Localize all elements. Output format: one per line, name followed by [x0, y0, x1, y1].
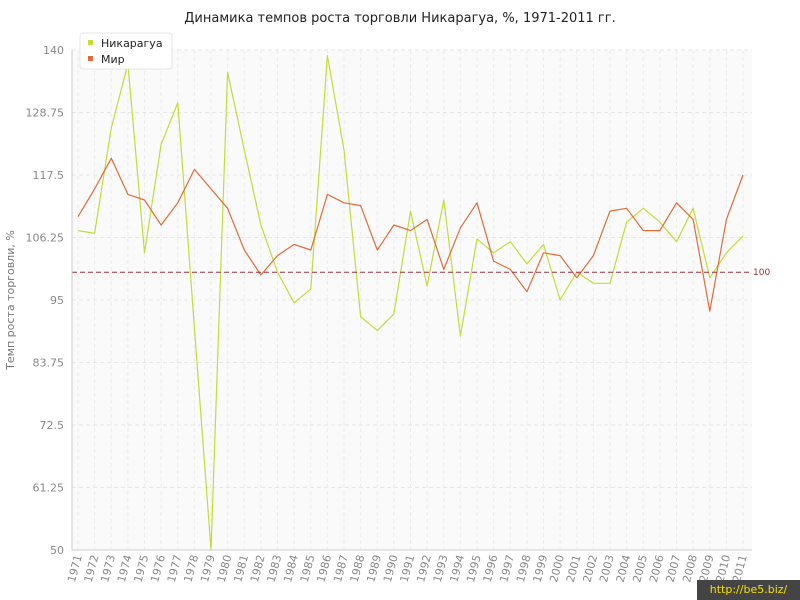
- y-tick-label: 61.25: [33, 482, 65, 495]
- axes: [71, 50, 752, 551]
- chart-title: Динамика темпов роста торговли Никарагуа…: [184, 11, 615, 26]
- legend-box: [79, 32, 173, 70]
- grid: [72, 49, 752, 551]
- reference-line-label: 100: [753, 268, 770, 278]
- legend-label-world[interactable]: Мир: [101, 53, 125, 66]
- legend[interactable]: Никарагуа Мир: [79, 32, 173, 70]
- series-line-nicaragua[interactable]: [77, 54, 744, 551]
- y-tick-label: 95: [50, 294, 64, 307]
- y-axis-label: Темп роста торговли, %: [4, 230, 17, 371]
- y-tick-label: 128.75: [26, 107, 65, 120]
- y-tick-label: 140: [43, 44, 64, 57]
- legend-swatch-nicaragua: [88, 40, 93, 45]
- legend-label-nicaragua[interactable]: Никарагуа: [101, 37, 163, 50]
- y-tick-label: 106.25: [26, 232, 65, 245]
- series-group: [77, 54, 744, 551]
- y-tick-label: 72.5: [40, 419, 65, 432]
- reference-line-group: 100: [72, 268, 770, 278]
- y-tick-labels: 50 61.25 72.5 83.75 95 106.25 117.5 128.75 140: [26, 44, 65, 557]
- y-tick-label: 83.75: [33, 357, 65, 370]
- series-line-world[interactable]: [77, 157, 744, 312]
- y-tick-label: 50: [50, 544, 64, 557]
- x-tick-labels: 1971197219731974197519761977197819791980…: [65, 553, 750, 583]
- watermark[interactable]: http://be5.biz/: [697, 580, 800, 600]
- y-tick-label: 117.5: [33, 169, 65, 182]
- legend-swatch-world: [88, 56, 93, 61]
